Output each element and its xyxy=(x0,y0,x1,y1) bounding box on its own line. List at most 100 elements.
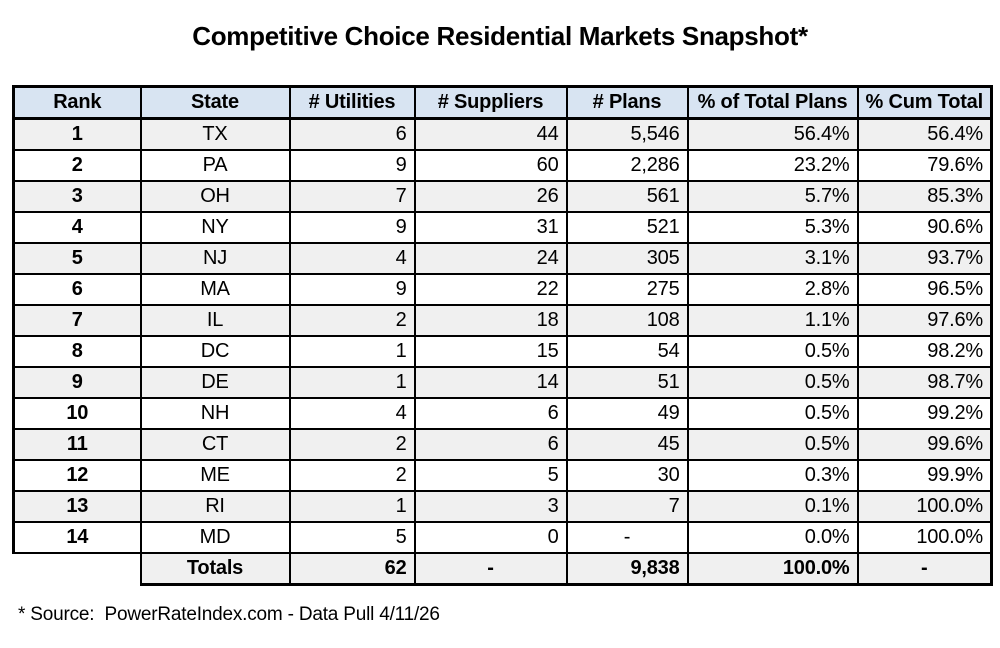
cell-cum-total: 98.7% xyxy=(856,366,993,399)
col-header-cum-total: % Cum Total xyxy=(856,85,993,120)
col-header-plans: # Plans xyxy=(565,85,689,120)
cell-plans: 2,286 xyxy=(565,149,689,182)
cell-utilities: 4 xyxy=(288,242,416,275)
totals-row: Totals 62-9,838 100.0% - xyxy=(13,552,993,586)
cell-cum-total: 79.6% xyxy=(856,149,993,182)
cell-utilities: 5 xyxy=(288,521,416,554)
cell-state: RI xyxy=(139,490,291,523)
cell-plans: 54 xyxy=(565,335,689,368)
cell-plans: 275 xyxy=(565,273,689,306)
cell-plans: 49 xyxy=(565,397,689,430)
totals-blank-cell xyxy=(13,552,142,585)
cell-state: NJ xyxy=(139,242,291,275)
cell-suppliers: 6 xyxy=(413,397,568,430)
cell-cum-total: 99.2% xyxy=(856,397,993,430)
cell-suppliers: 5 xyxy=(413,459,568,492)
cell-cum-total: 98.2% xyxy=(856,335,993,368)
cell-of-total-plans: 0.0% xyxy=(686,521,859,554)
cell-suppliers: 15 xyxy=(413,335,568,368)
totals-plans: 9,838 xyxy=(565,552,689,586)
cell-cum-total: 56.4% xyxy=(856,117,993,151)
cell-utilities: 1 xyxy=(288,335,416,368)
cell-of-total-plans: 2.8% xyxy=(686,273,859,306)
source-note: * Source: PowerRateIndex.com - Data Pull… xyxy=(18,604,440,625)
cell-rank: 1 xyxy=(12,117,142,151)
cell-rank: 13 xyxy=(12,490,142,523)
table-row: 8 DC 1 15 54 0.5% 98.2% xyxy=(12,335,993,368)
cell-state: DC xyxy=(139,335,291,368)
cell-cum-total: 99.9% xyxy=(856,459,993,492)
table-row: 14 MD 5 0-0.0% 100.0% xyxy=(12,521,993,554)
cell-rank: 5 xyxy=(12,242,142,275)
cell-plans: 51 xyxy=(565,366,689,399)
cell-suppliers: 3 xyxy=(413,490,568,523)
table-row: 1 TX 6 44 5,546 56.4% 56.4% xyxy=(12,117,993,151)
cell-plans: - xyxy=(565,521,689,554)
cell-cum-total: 93.7% xyxy=(856,242,993,275)
cell-suppliers: 18 xyxy=(413,304,568,337)
cell-suppliers: 14 xyxy=(413,366,568,399)
cell-suppliers: 31 xyxy=(413,211,568,244)
cell-plans: 45 xyxy=(565,428,689,461)
cell-cum-total: 85.3% xyxy=(856,180,993,213)
totals-suppliers: - xyxy=(413,552,568,586)
cell-state: NH xyxy=(139,397,291,430)
cell-plans: 5,546 xyxy=(565,117,689,151)
cell-suppliers: 0 xyxy=(413,521,568,554)
cell-utilities: 2 xyxy=(288,459,416,492)
cell-suppliers: 6 xyxy=(413,428,568,461)
table-row: 11 CT 2 6 45 0.5% 99.6% xyxy=(12,428,993,461)
table-row: 4 NY 9 31 521 5.3% 90.6% xyxy=(12,211,993,244)
cell-of-total-plans: 0.5% xyxy=(686,366,859,399)
table-row: 6 MA 9 22 275 2.8% 96.5% xyxy=(12,273,993,306)
cell-of-total-plans: 5.7% xyxy=(686,180,859,213)
table-row: 13 RI 1 3 7 0.1% 100.0% xyxy=(12,490,993,523)
cell-rank: 12 xyxy=(12,459,142,492)
table-row: 12 ME 2 5 30 0.3% 99.9% xyxy=(12,459,993,492)
cell-utilities: 9 xyxy=(288,273,416,306)
cell-utilities: 1 xyxy=(288,366,416,399)
cell-of-total-plans: 0.1% xyxy=(686,490,859,523)
cell-utilities: 6 xyxy=(288,117,416,151)
cell-utilities: 1 xyxy=(288,490,416,523)
cell-plans: 108 xyxy=(565,304,689,337)
totals-label: Totals xyxy=(139,552,291,586)
cell-rank: 2 xyxy=(12,149,142,182)
cell-rank: 8 xyxy=(12,335,142,368)
cell-rank: 11 xyxy=(12,428,142,461)
cell-of-total-plans: 0.3% xyxy=(686,459,859,492)
totals-utilities: 62 xyxy=(288,552,416,586)
cell-suppliers: 24 xyxy=(413,242,568,275)
table-header: Rank State # Utilities # Suppliers # Plans% … xyxy=(12,85,993,120)
cell-state: MA xyxy=(139,273,291,306)
totals-cum-total: - xyxy=(856,552,993,586)
cell-utilities: 2 xyxy=(288,428,416,461)
cell-state: CT xyxy=(139,428,291,461)
cell-of-total-plans: 23.2% xyxy=(686,149,859,182)
cell-state: NY xyxy=(139,211,291,244)
cell-utilities: 9 xyxy=(288,211,416,244)
cell-state: OH xyxy=(139,180,291,213)
cell-state: ME xyxy=(139,459,291,492)
cell-cum-total: 97.6% xyxy=(856,304,993,337)
cell-cum-total: 99.6% xyxy=(856,428,993,461)
header-row: Rank State # Utilities # Suppliers # Plans% … xyxy=(12,85,993,120)
cell-of-total-plans: 5.3% xyxy=(686,211,859,244)
cell-suppliers: 22 xyxy=(413,273,568,306)
col-header-utilities: # Utilities xyxy=(288,85,416,120)
cell-plans: 7 xyxy=(565,490,689,523)
cell-cum-total: 100.0% xyxy=(856,521,993,554)
cell-of-total-plans: 1.1% xyxy=(686,304,859,337)
col-header-of-total-plans: % of Total Plans xyxy=(686,85,859,120)
col-header-state: State xyxy=(139,85,291,120)
cell-suppliers: 44 xyxy=(413,117,568,151)
col-header-rank: Rank xyxy=(12,85,142,120)
table-row: 9 DE 1 14 51 0.5% 98.7% xyxy=(12,366,993,399)
table-row: 10 NH 4 6 49 0.5% 99.2% xyxy=(12,397,993,430)
col-header-suppliers: # Suppliers xyxy=(413,85,568,120)
cell-of-total-plans: 0.5% xyxy=(686,428,859,461)
cell-of-total-plans: 3.1% xyxy=(686,242,859,275)
cell-rank: 14 xyxy=(12,521,142,554)
cell-rank: 9 xyxy=(12,366,142,399)
cell-of-total-plans: 0.5% xyxy=(686,335,859,368)
